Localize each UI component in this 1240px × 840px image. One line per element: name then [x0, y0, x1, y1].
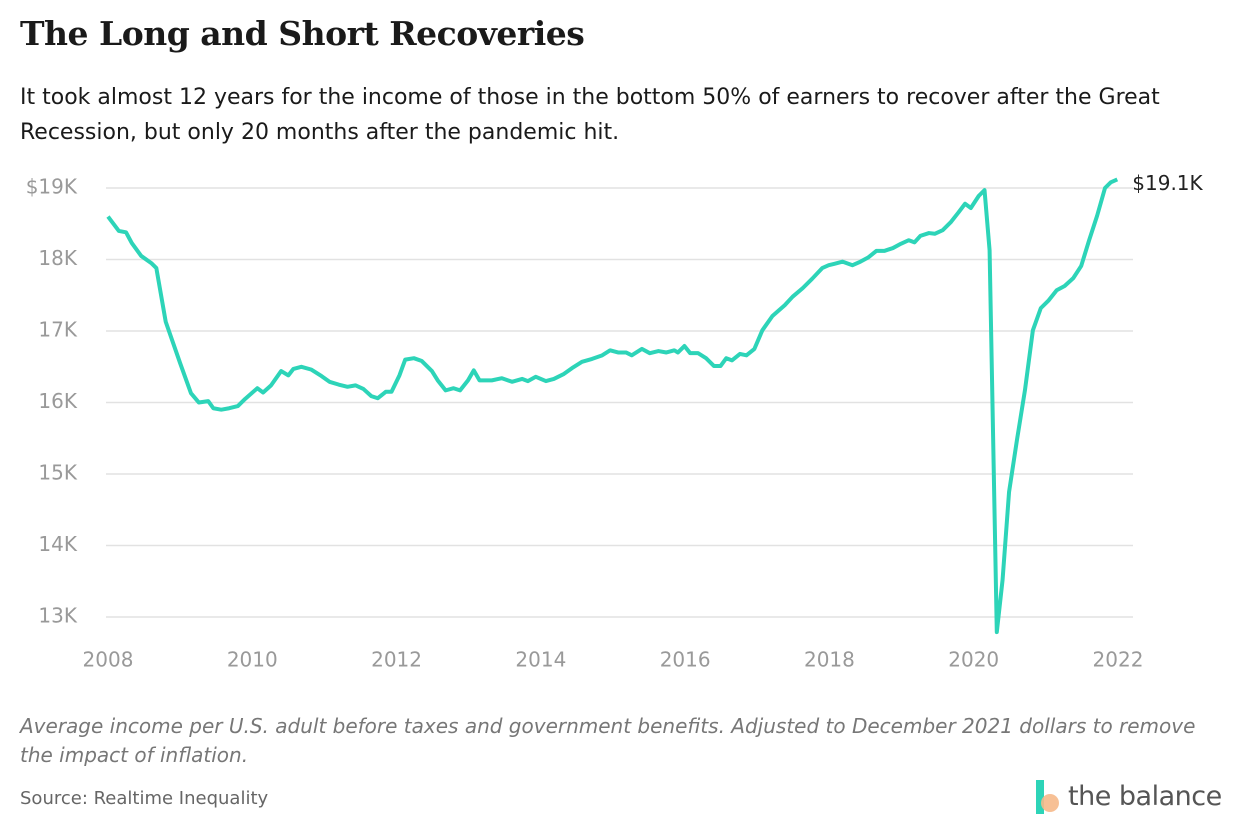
- y-tick-label: $19K: [26, 175, 78, 199]
- brand-logo: [1036, 780, 1059, 814]
- x-tick-label: 2014: [515, 648, 566, 672]
- x-tick-label: 2016: [660, 648, 711, 672]
- x-tick-label: 2010: [227, 648, 278, 672]
- line-series: [106, 177, 1119, 635]
- chart-source: Source: Realtime Inequality: [20, 788, 269, 809]
- y-tick-label: 14K: [38, 532, 77, 556]
- logo-bar: [1036, 780, 1044, 814]
- y-tick-label: 13K: [38, 604, 77, 628]
- logo-dot: [1041, 794, 1059, 812]
- chart-note: Average income per U.S. adult before tax…: [20, 714, 1196, 767]
- x-tick-label: 2022: [1093, 648, 1144, 672]
- value-label: $19.1K: [1132, 171, 1203, 195]
- chart-title: The Long and Short Recoveries: [20, 14, 585, 53]
- chart: 13K 14K 15K 16K 17K 18K $19K 2008 2010 2012 2014 20…: [26, 171, 1204, 672]
- y-tick-label: 16K: [38, 389, 77, 413]
- brand-name: the balance: [1068, 781, 1222, 812]
- chart-subtitle: It took almost 12 years for the income o…: [20, 85, 1160, 145]
- y-tick-label: 18K: [38, 246, 77, 270]
- y-tick-label: 15K: [38, 461, 77, 485]
- x-tick-label: 2012: [371, 648, 422, 672]
- x-tick-label: 2008: [83, 648, 134, 672]
- x-tick-label: 2020: [948, 648, 999, 672]
- x-tick-label: 2018: [804, 648, 855, 672]
- y-tick-label: 17K: [38, 318, 77, 342]
